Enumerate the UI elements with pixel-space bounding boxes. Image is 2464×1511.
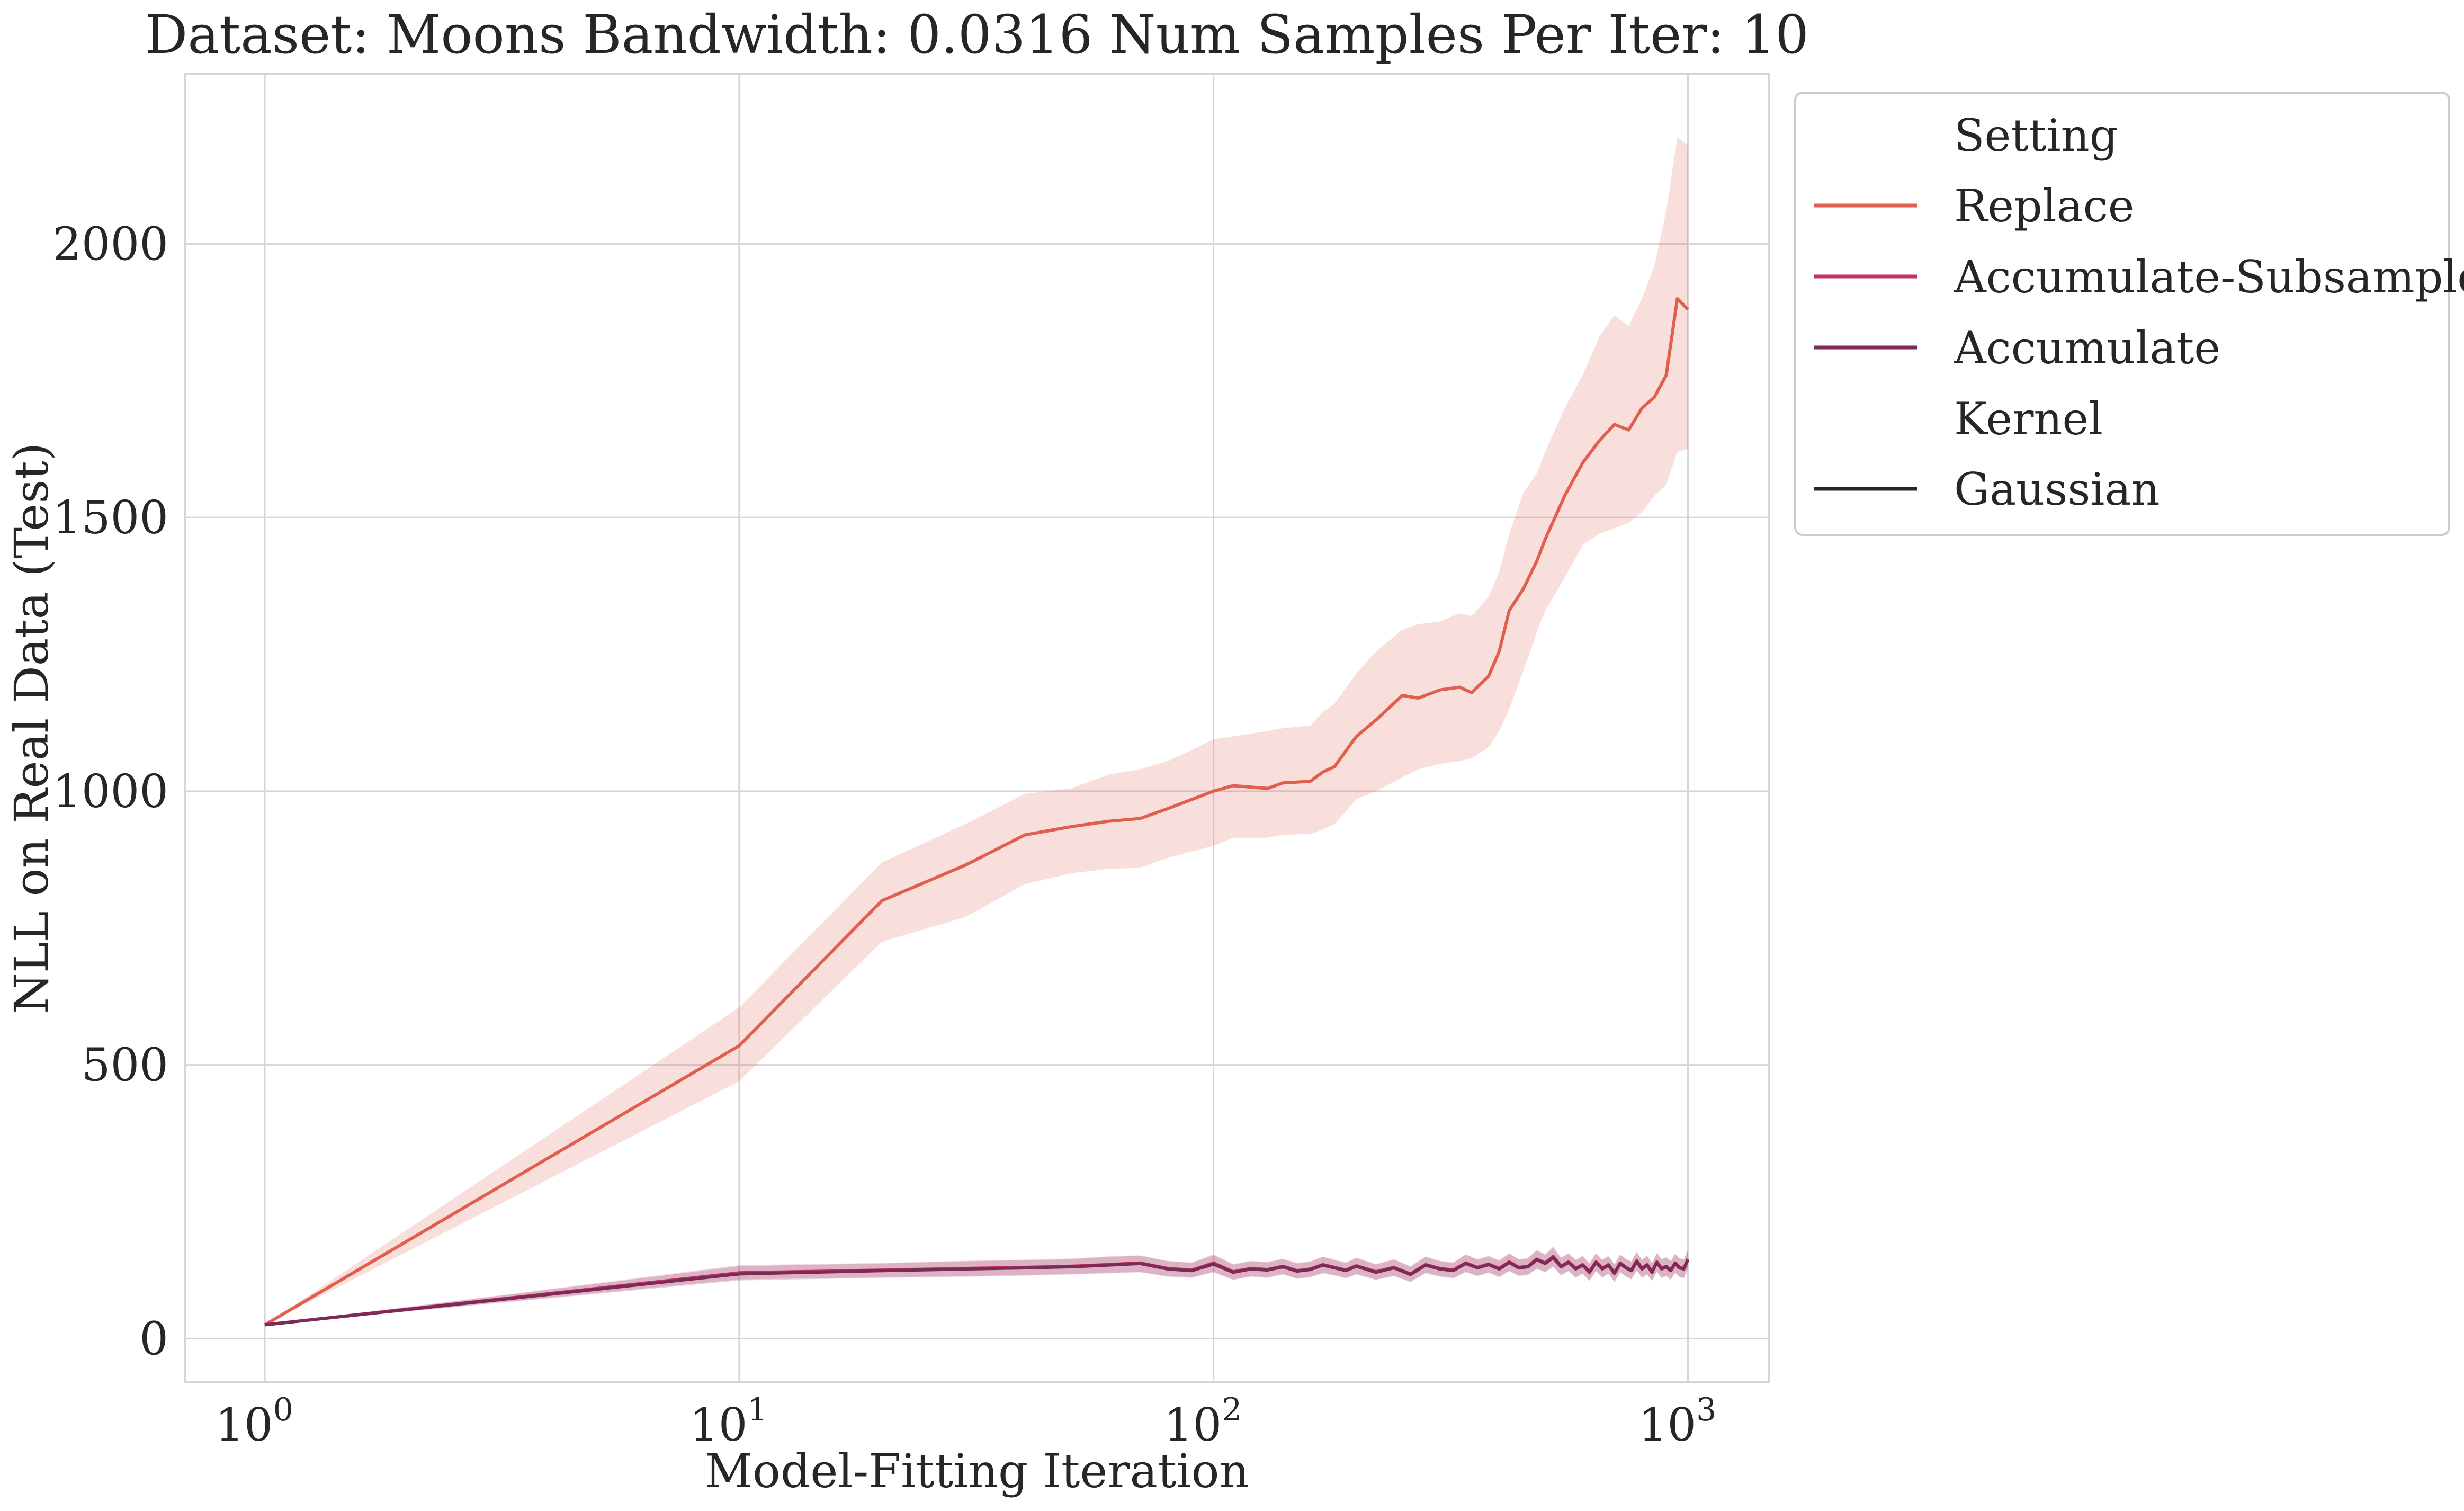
y-tick-label: 1000 — [52, 765, 168, 818]
band-replace — [265, 137, 1688, 1325]
line-accumulate — [264, 1256, 1690, 1327]
legend-kernel-title: Kernel — [1954, 393, 2103, 445]
legend-label-accumulate: Accumulate — [1954, 322, 2220, 374]
x-tick-label: 103 — [1638, 1391, 1717, 1452]
plot-area — [184, 73, 1770, 1383]
y-tick-label: 1500 — [52, 491, 168, 544]
x-axis-label: Model-Fitting Iteration — [705, 1444, 1249, 1498]
legend-label-gaussian: Gaussian — [1954, 463, 2160, 515]
y-tick-label: 2000 — [52, 218, 168, 271]
y-tick-label: 0 — [139, 1312, 168, 1365]
chart-title: Dataset: Moons Bandwidth: 0.0316 Num Sam… — [145, 4, 1809, 66]
y-tick-label: 500 — [82, 1039, 168, 1092]
y-axis-label: NLL on Real Data (Test) — [4, 443, 59, 1014]
legend-label-replace: Replace — [1954, 180, 2134, 232]
x-tick-label: 102 — [1164, 1391, 1242, 1452]
tick-labels: 0 500 1000 1500 2000 100 101 102 103 — [52, 218, 1716, 1452]
legend-box — [1794, 92, 2450, 536]
grid — [185, 74, 1769, 1382]
x-tick-label: 101 — [689, 1391, 768, 1452]
series-lines — [264, 297, 1690, 1327]
legend-setting-title: Setting — [1954, 110, 2118, 162]
x-tick-label: 100 — [215, 1391, 293, 1452]
legend: Setting Replace Accumulate-Subsample Acc… — [1794, 92, 2464, 536]
line-replace — [264, 297, 1689, 1327]
legend-label-accumulate-subsample: Accumulate-Subsample — [1954, 251, 2464, 303]
